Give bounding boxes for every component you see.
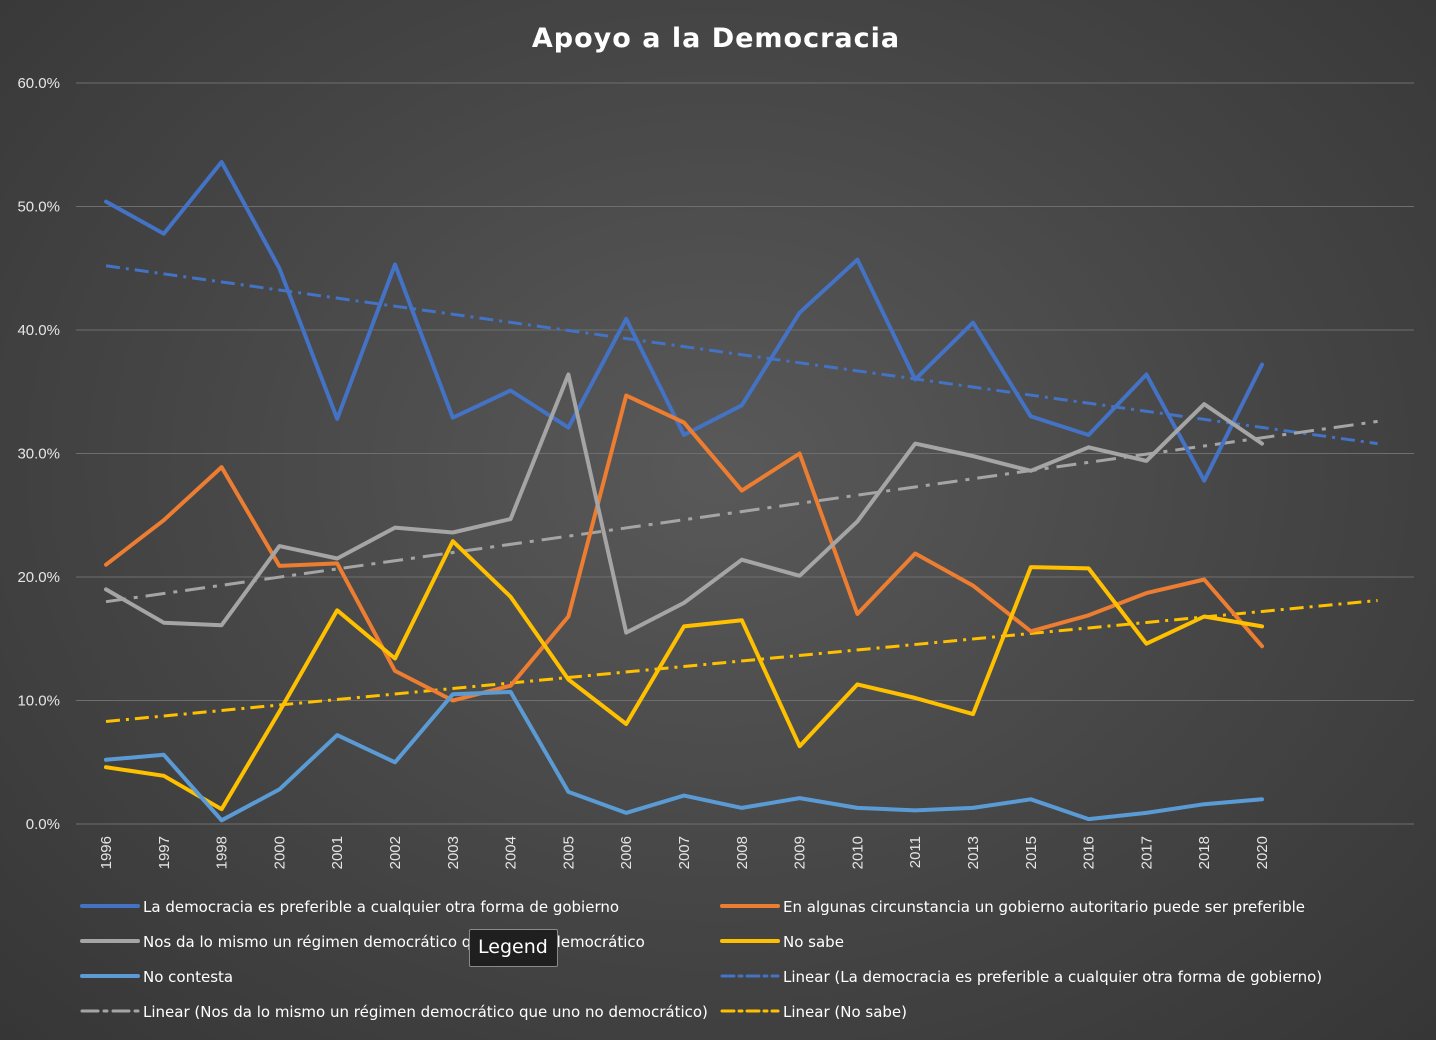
y-tick-label: 60.0% (17, 75, 60, 92)
y-axis-ticks: 0.0% 10.0% 20.0% 30.0% 40.0% 50.0% 60.0% (17, 75, 60, 833)
series-line (104, 160, 1264, 483)
x-tick-label: 1998 (214, 836, 231, 869)
x-tick-label: 2007 (676, 836, 693, 869)
chart-title: Apoyo a la Democracia (532, 23, 900, 54)
legend-entry: No sabe (783, 933, 844, 951)
legend-tooltip: Legend (469, 929, 558, 967)
legend-entry: La democracia es preferible a cualquier … (143, 898, 619, 916)
x-tick-label: 2000 (271, 836, 288, 869)
x-axis-ticks: 1996 1997 1998 2000 2001 2002 2003 2004 2005 2006… (98, 836, 1271, 869)
x-tick-label: 2010 (849, 836, 866, 869)
y-tick-label: 0.0% (26, 816, 60, 833)
trendline (105, 419, 1378, 604)
x-tick-label: 2005 (560, 836, 577, 869)
x-tick-label: 2017 (1138, 836, 1155, 869)
series-line (104, 689, 1264, 823)
y-tick-label: 20.0% (17, 569, 60, 586)
y-tick-label: 30.0% (17, 446, 60, 463)
trendline (105, 598, 1378, 723)
x-tick-label: 2008 (734, 836, 751, 869)
legend-entry: Linear (La democracia es preferible a cu… (783, 968, 1322, 986)
legend-entry: En algunas circunstancia un gobierno aut… (783, 898, 1305, 916)
x-tick-label: 2006 (618, 836, 635, 869)
gridlines (76, 82, 1414, 825)
trendline (105, 264, 1378, 446)
x-tick-label: 2016 (1081, 836, 1098, 869)
legend-entry: Nos da lo mismo un régimen democrático q… (143, 933, 645, 951)
x-tick-label: 2013 (965, 836, 982, 869)
x-tick-label: 2002 (387, 836, 404, 869)
legend-entry: No contesta (143, 968, 233, 986)
legend-entry: Linear (Nos da lo mismo un régimen democ… (143, 1003, 708, 1021)
y-tick-label: 40.0% (17, 322, 60, 339)
series-line (104, 393, 1264, 703)
series-line (104, 539, 1264, 812)
x-tick-label: 1997 (156, 836, 173, 869)
x-tick-label: 2003 (445, 836, 462, 869)
x-tick-label: 2011 (907, 836, 924, 868)
x-tick-label: 2004 (503, 836, 520, 869)
series-lines (104, 160, 1264, 823)
x-tick-label: 1996 (98, 836, 115, 869)
trendlines (105, 264, 1378, 723)
legend-entry: Linear (No sabe) (783, 1003, 907, 1021)
y-tick-label: 50.0% (17, 199, 60, 216)
x-tick-label: 2018 (1196, 836, 1213, 869)
x-tick-label: 2009 (792, 836, 809, 869)
x-tick-label: 2001 (329, 836, 346, 869)
x-tick-label: 2015 (1023, 836, 1040, 869)
x-tick-label: 2020 (1254, 836, 1271, 869)
series-line (104, 372, 1264, 635)
legend[interactable]: La democracia es preferible a cualquier … (80, 898, 1322, 1021)
y-tick-label: 10.0% (17, 693, 60, 710)
